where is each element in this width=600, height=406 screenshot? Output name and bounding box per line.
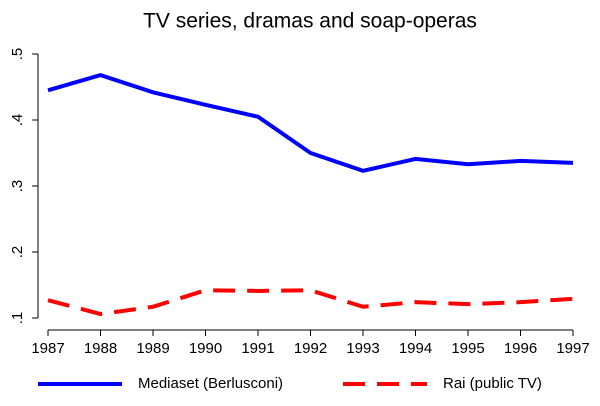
x-tick-label: 1992 — [294, 340, 327, 357]
x-tick-label: 1993 — [346, 340, 379, 357]
chart-title: TV series, dramas and soap-operas — [143, 10, 477, 33]
x-tick-label: 1995 — [451, 340, 484, 357]
y-tick-label: .2 — [9, 246, 26, 259]
line-series — [47, 73, 574, 173]
x-tick-label: 1994 — [399, 340, 432, 357]
x-tick-label: 1990 — [189, 340, 222, 357]
y-tick-label: .4 — [9, 114, 26, 127]
x-tick-label: 1989 — [136, 340, 169, 357]
y-tick-label: .5 — [9, 48, 26, 61]
x-tick-label: 1987 — [31, 340, 64, 357]
line-series — [47, 288, 574, 317]
y-tick-label: .1 — [9, 312, 26, 325]
legend-label: Rai (public TV) — [443, 375, 542, 392]
x-tick-label: 1988 — [84, 340, 117, 357]
x-tick-label: 1991 — [241, 340, 274, 357]
x-tick-label: 1997 — [556, 340, 589, 357]
y-tick-label: .3 — [9, 180, 26, 193]
legend-label: Mediaset (Berlusconi) — [138, 375, 283, 392]
x-tick-label: 1996 — [504, 340, 537, 357]
